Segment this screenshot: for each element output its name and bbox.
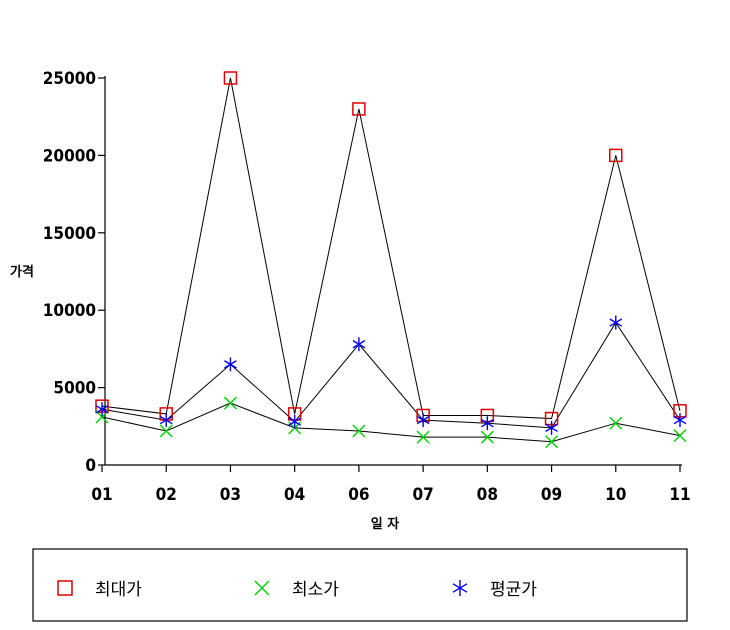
x-tick-label: 11	[669, 485, 690, 505]
x-tick-label: 04	[284, 485, 305, 505]
data-point-series-2-stroke	[223, 396, 237, 410]
data-point-series-2	[95, 410, 109, 424]
axes: 0 5000 10000 15000 20000 25000 01 02 03 04 06 07 08 0…	[43, 69, 691, 505]
y-tick-label: 0	[85, 456, 96, 476]
data-point-series-3-stroke	[288, 417, 302, 426]
data-point-series-3	[609, 315, 623, 330]
data-point-series-3	[480, 416, 494, 431]
data-point-series-2	[416, 430, 430, 444]
data-point-series-3	[95, 402, 109, 417]
data-point-series-3-stroke	[480, 419, 494, 428]
y-tick-label: 10000	[43, 301, 96, 321]
data-point-series-3-stroke	[545, 423, 558, 433]
data-point-series-1	[223, 71, 238, 85]
data-point-series-3-stroke	[159, 415, 173, 425]
data-point-series-3-stroke	[95, 405, 109, 414]
legend-label-3: 평균가	[490, 580, 537, 600]
legend-marker-2	[254, 580, 270, 596]
x-tick-label: 03	[220, 485, 241, 505]
x-tick-label: 02	[156, 485, 177, 505]
x-tick-label: 01	[91, 485, 112, 505]
legend-marker-3	[452, 580, 468, 596]
series-line-1	[101, 77, 681, 420]
data-point-series-3	[416, 413, 430, 428]
data-point-series-2	[480, 430, 494, 444]
data-point-series-1	[609, 148, 623, 163]
data-point-series-3-stroke	[609, 318, 623, 327]
legend-label-1: 최대가	[95, 580, 142, 600]
data-point-series-2	[159, 424, 173, 438]
series-line-2	[101, 402, 681, 443]
legend-marker-1	[57, 580, 73, 596]
y-tick-label: 15000	[43, 224, 96, 244]
y-axis-title: 가격	[10, 265, 34, 280]
data-point-series-3	[224, 357, 237, 372]
legend-label-2: 최소가	[292, 580, 339, 600]
legend-box	[32, 548, 688, 622]
data-point-series-3	[352, 337, 366, 352]
series-lines	[101, 77, 681, 443]
data-point-series-2-stroke	[159, 424, 173, 438]
data-point-series-2	[545, 435, 559, 449]
data-point-series-3	[159, 413, 173, 428]
data-point-series-2-stroke	[416, 430, 430, 444]
x-tick-label: 08	[477, 485, 498, 505]
data-point-series-2-stroke	[673, 429, 687, 443]
data-point-series-2	[673, 429, 687, 443]
data-point-series-2	[609, 416, 623, 430]
y-tick-label: 5000	[53, 379, 96, 399]
data-point-series-2-stroke	[609, 416, 623, 430]
y-tick-label: 25000	[43, 69, 96, 89]
series-markers	[95, 71, 687, 449]
data-point-series-2-stroke	[352, 424, 366, 438]
y-tick-label: 20000	[43, 146, 96, 166]
legend-marker-2-stroke	[254, 580, 270, 596]
data-point-series-2	[352, 424, 366, 438]
data-point-series-3	[673, 413, 687, 428]
data-point-series-3-stroke	[224, 360, 237, 369]
data-point-series-2-stroke	[480, 430, 494, 444]
x-tick-label: 07	[412, 485, 433, 505]
x-axis-title: 일 자	[371, 517, 399, 532]
data-point-series-3-stroke	[673, 415, 687, 425]
data-point-series-2-stroke	[545, 435, 559, 449]
x-tick-label: 10	[605, 485, 626, 505]
x-tick-label: 09	[541, 485, 562, 505]
data-point-series-1	[352, 102, 366, 116]
series-line-3	[101, 321, 681, 429]
legend-marker-3-stroke	[452, 583, 468, 593]
data-point-series-3-stroke	[416, 415, 430, 425]
data-point-series-3	[545, 420, 558, 435]
legend: 최대가 최소가 평균가	[32, 548, 688, 622]
x-tick-label: 06	[348, 485, 369, 505]
data-point-series-3-stroke	[352, 340, 366, 349]
data-point-series-3	[288, 414, 302, 429]
data-point-series-2-stroke	[95, 410, 109, 424]
data-point-series-2	[223, 396, 237, 410]
